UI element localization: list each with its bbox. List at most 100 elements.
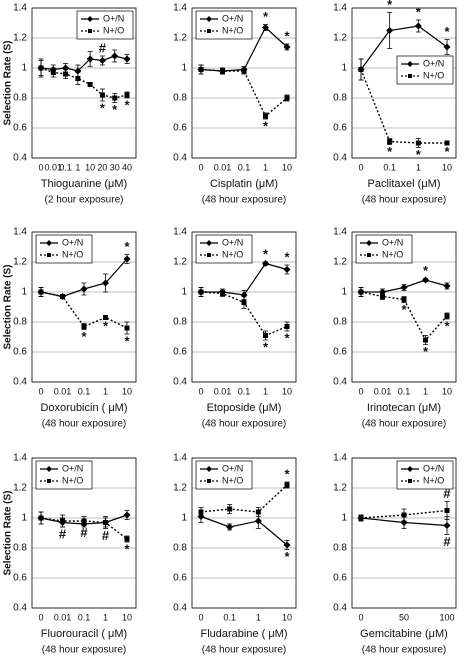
y-tick-label: 1 <box>21 287 27 298</box>
data-point <box>387 139 393 144</box>
legend-box <box>396 55 454 85</box>
x-tick-label: 0.1 <box>78 386 91 396</box>
data-point <box>99 92 105 98</box>
significance-mark: * <box>444 24 450 39</box>
y-tick-label: 0.4 <box>13 377 27 388</box>
plot-frame <box>31 231 137 383</box>
y-tick-label: 1.2 <box>333 483 347 494</box>
subtitle: (2 hour exposure) <box>45 195 124 206</box>
legend-marker <box>407 61 413 67</box>
series-line <box>40 291 128 329</box>
legend-box <box>195 10 253 40</box>
series-line <box>200 68 288 118</box>
significance-mark: * <box>112 102 118 117</box>
legend-marker <box>207 253 211 257</box>
data-point <box>444 140 450 146</box>
data-point <box>198 289 204 295</box>
legend-label: N+/O <box>62 249 83 259</box>
significance-mark: * <box>284 330 290 345</box>
significance-mark: * <box>103 318 109 333</box>
x-tick-label: 10 <box>442 386 452 396</box>
data-point <box>112 95 118 101</box>
y-axis-label: Selection Rate (S) <box>3 40 14 125</box>
data-point <box>60 518 65 524</box>
y-axis-label: Selection Rate (S) <box>3 264 14 349</box>
data-point <box>443 282 451 290</box>
significance-mark: * <box>263 118 269 133</box>
x-tick-label: 0.1 <box>238 386 251 396</box>
plot-frame <box>351 231 457 383</box>
y-tick-label: 0.4 <box>13 153 27 164</box>
x-tick-label: 0.01 <box>214 386 232 396</box>
data-point <box>283 43 291 51</box>
x-tick-label: 0.1 <box>238 162 251 172</box>
data-point <box>123 511 131 519</box>
data-point <box>263 333 268 338</box>
data-point <box>283 266 291 273</box>
x-tick-label: 1 <box>75 162 80 172</box>
y-tick-label: 1.4 <box>173 3 187 14</box>
x-tick-label: 0.01 <box>214 162 232 172</box>
y-tick-label: 0.4 <box>173 603 187 614</box>
y-tick-label: 0.6 <box>333 573 347 584</box>
data-point <box>38 515 44 521</box>
x-tick-label: 0 <box>38 612 43 622</box>
x-tick-label: 30 <box>110 162 120 172</box>
x-axis-label: Fludarabine ( μM) <box>200 628 287 640</box>
data-point <box>103 520 108 525</box>
subtitle: (48 hour exposure) <box>42 419 127 430</box>
significance-mark: * <box>263 339 269 354</box>
x-tick-label: 10 <box>282 162 292 172</box>
data-point <box>284 324 290 329</box>
plot-frame <box>191 231 297 383</box>
series-line <box>40 517 128 540</box>
y-axis-label: Selection Rate (S) <box>3 490 14 575</box>
legend-marker <box>206 240 212 246</box>
y-tick-label: 0.6 <box>13 347 27 358</box>
significance-mark: # <box>443 534 451 549</box>
data-point <box>226 523 234 531</box>
y-tick-label: 1.2 <box>13 33 27 44</box>
x-axis-label: Irinotecan (μM) <box>367 402 441 414</box>
data-point <box>358 515 364 521</box>
significance-mark: * <box>284 549 290 564</box>
data-point <box>443 43 451 51</box>
data-point <box>38 289 44 295</box>
legend-box <box>35 460 93 490</box>
legend-label: O+/N <box>423 463 444 473</box>
y-tick-label: 1.4 <box>173 227 187 238</box>
data-point <box>422 276 429 284</box>
significance-mark: * <box>284 249 290 264</box>
legend-label: N+/O <box>423 475 444 485</box>
y-tick-label: 1.4 <box>333 453 347 464</box>
significance-mark: * <box>100 100 106 115</box>
subtitle: (48 hour exposure) <box>202 195 287 206</box>
data-point <box>123 55 131 63</box>
subtitle: (48 hour exposure) <box>202 419 287 430</box>
legend-label: O+/N <box>222 463 243 473</box>
data-point <box>86 55 94 63</box>
x-tick-label: 100 <box>439 612 454 622</box>
x-tick-label: 10 <box>122 386 132 396</box>
subtitle: (48 hour exposure) <box>362 419 447 430</box>
series-line <box>200 484 288 513</box>
data-point <box>60 294 65 299</box>
legend-marker <box>407 466 413 472</box>
y-tick-label: 1.2 <box>173 33 187 44</box>
legend-label: N+/O <box>222 249 243 259</box>
significance-mark: * <box>423 344 429 359</box>
significance-mark: * <box>416 147 422 162</box>
y-tick-label: 0.4 <box>333 603 347 614</box>
legend-label: O+/N <box>382 237 403 247</box>
y-tick-label: 1 <box>181 63 187 74</box>
subtitle: (48 hour exposure) <box>362 195 447 206</box>
y-tick-label: 0.6 <box>333 123 347 134</box>
data-point <box>386 27 394 34</box>
data-point <box>284 482 290 488</box>
y-tick-label: 0.8 <box>13 317 27 328</box>
y-tick-label: 1.2 <box>333 33 347 44</box>
legend-marker <box>408 74 412 78</box>
y-tick-label: 0.8 <box>173 317 187 328</box>
